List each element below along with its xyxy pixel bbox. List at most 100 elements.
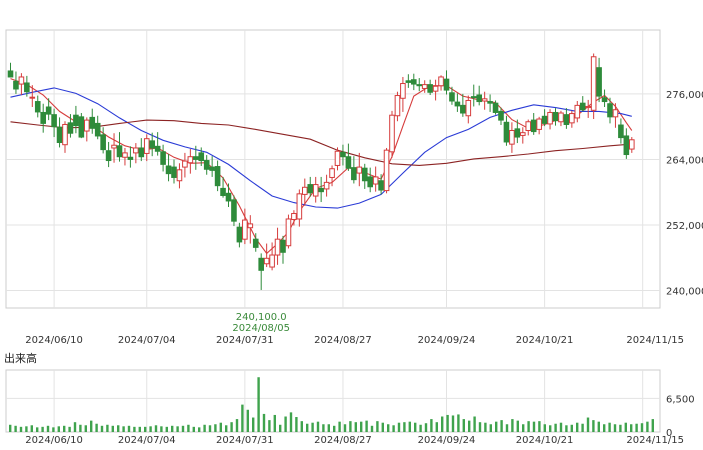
candle-body-down	[601, 97, 608, 103]
volume-bar	[284, 416, 287, 432]
candle-body-down	[361, 167, 368, 182]
price-tick-label: 240,000	[666, 287, 703, 298]
date-tick-label: 2024/08/27	[314, 335, 372, 346]
volume-bar	[624, 422, 627, 432]
volume-bar	[30, 425, 33, 432]
volume-bar	[397, 422, 401, 432]
candle-body-down	[209, 166, 215, 171]
volume-title: 出来高	[4, 351, 37, 365]
candle-body-up	[569, 113, 575, 124]
price-tick-label: 252,000	[666, 221, 703, 232]
candle-body-down	[214, 166, 221, 187]
candle-body-up	[558, 112, 564, 123]
price-tick-label: 276,000	[666, 90, 703, 101]
volume-bar	[111, 425, 114, 432]
volume-bar	[576, 422, 579, 432]
volume-bar	[532, 421, 536, 432]
candle-body-down	[78, 116, 85, 138]
volume-bar	[73, 422, 77, 432]
volume-bar	[106, 424, 109, 432]
volume-bar	[63, 425, 66, 432]
candle-body-down	[40, 111, 47, 124]
candle-body-down	[607, 103, 613, 118]
volume-bar	[543, 424, 546, 432]
candle-body-up	[525, 121, 532, 131]
date-tick-label: 2024/07/04	[118, 335, 176, 346]
candle-body-down	[476, 94, 482, 103]
volume-date-tick-label: 2024/09/24	[418, 435, 476, 446]
volume-bar	[257, 377, 260, 432]
volume-bar	[408, 421, 411, 432]
candle-body-up	[133, 147, 139, 154]
candle-body-up	[263, 257, 270, 265]
candle-body-down	[51, 114, 57, 128]
volume-bar	[57, 426, 60, 432]
volume-bar	[505, 424, 509, 432]
candle-body-up	[285, 218, 292, 247]
volume-bar	[495, 421, 498, 432]
candle-body-up	[334, 150, 341, 166]
candle-body-up	[296, 193, 303, 220]
volume-bar	[117, 425, 120, 432]
candle-body-up	[400, 83, 406, 99]
candle-body-down	[231, 199, 237, 222]
volume-bar	[451, 415, 455, 432]
candle-body-down	[94, 122, 101, 137]
volume-bar	[370, 425, 374, 432]
volume-bar	[95, 423, 98, 432]
candle-body-down	[487, 101, 493, 104]
candle-body-down	[514, 128, 521, 138]
volume-bar	[149, 426, 152, 432]
candle-body-down	[449, 92, 455, 102]
candle-body-down	[552, 111, 559, 122]
candle-body-up	[547, 111, 553, 125]
volume-bar	[165, 426, 168, 432]
volume-bar	[430, 419, 433, 432]
candle-body-up	[176, 169, 183, 182]
volume-bar	[473, 416, 476, 432]
volume-date-tick-label: 2024/08/27	[314, 435, 372, 446]
candle-body-down	[378, 180, 384, 191]
candle-body-down	[318, 187, 324, 193]
candle-body-up	[372, 176, 379, 185]
volume-bar	[608, 422, 611, 432]
candle-body-down	[105, 150, 112, 162]
date-tick-label: 2024/09/24	[418, 335, 476, 346]
volume-bar	[441, 416, 444, 432]
candle-body-down	[563, 114, 570, 125]
volume-bar	[306, 423, 309, 432]
volume-bar	[230, 422, 233, 432]
candle-body-down	[443, 78, 450, 91]
candle-body-down	[160, 151, 166, 165]
candle-body-down	[307, 184, 314, 194]
volume-bar	[435, 422, 438, 432]
candle-body-up	[520, 132, 526, 136]
volume-bar	[603, 424, 606, 432]
candle-body-up	[585, 105, 592, 109]
volume-bar	[327, 424, 330, 432]
volume-bar	[613, 424, 617, 432]
volume-bar	[295, 417, 298, 432]
volume-bar	[246, 409, 249, 432]
volume-bar	[219, 422, 222, 432]
candle-body-up	[394, 95, 401, 117]
candle-body-up	[84, 119, 90, 132]
date-tick-label: 2024/06/10	[25, 335, 83, 346]
volume-bar	[597, 421, 600, 432]
volume-bar	[446, 414, 449, 432]
candle-body-up	[438, 76, 444, 87]
volume-bar	[559, 422, 563, 432]
volume-bar	[14, 425, 17, 432]
candle-body-down	[198, 152, 205, 162]
volume-bar	[414, 422, 417, 432]
volume-bar	[154, 425, 158, 432]
candle-body-up	[629, 139, 635, 150]
volume-bar	[36, 427, 39, 432]
volume-bar	[316, 421, 320, 432]
date-tick-label: 2024/07/31	[216, 335, 274, 346]
candle-body-up	[242, 219, 248, 240]
candle-body-down	[24, 82, 30, 93]
candle-body-down	[7, 70, 14, 78]
volume-bar	[511, 419, 514, 432]
